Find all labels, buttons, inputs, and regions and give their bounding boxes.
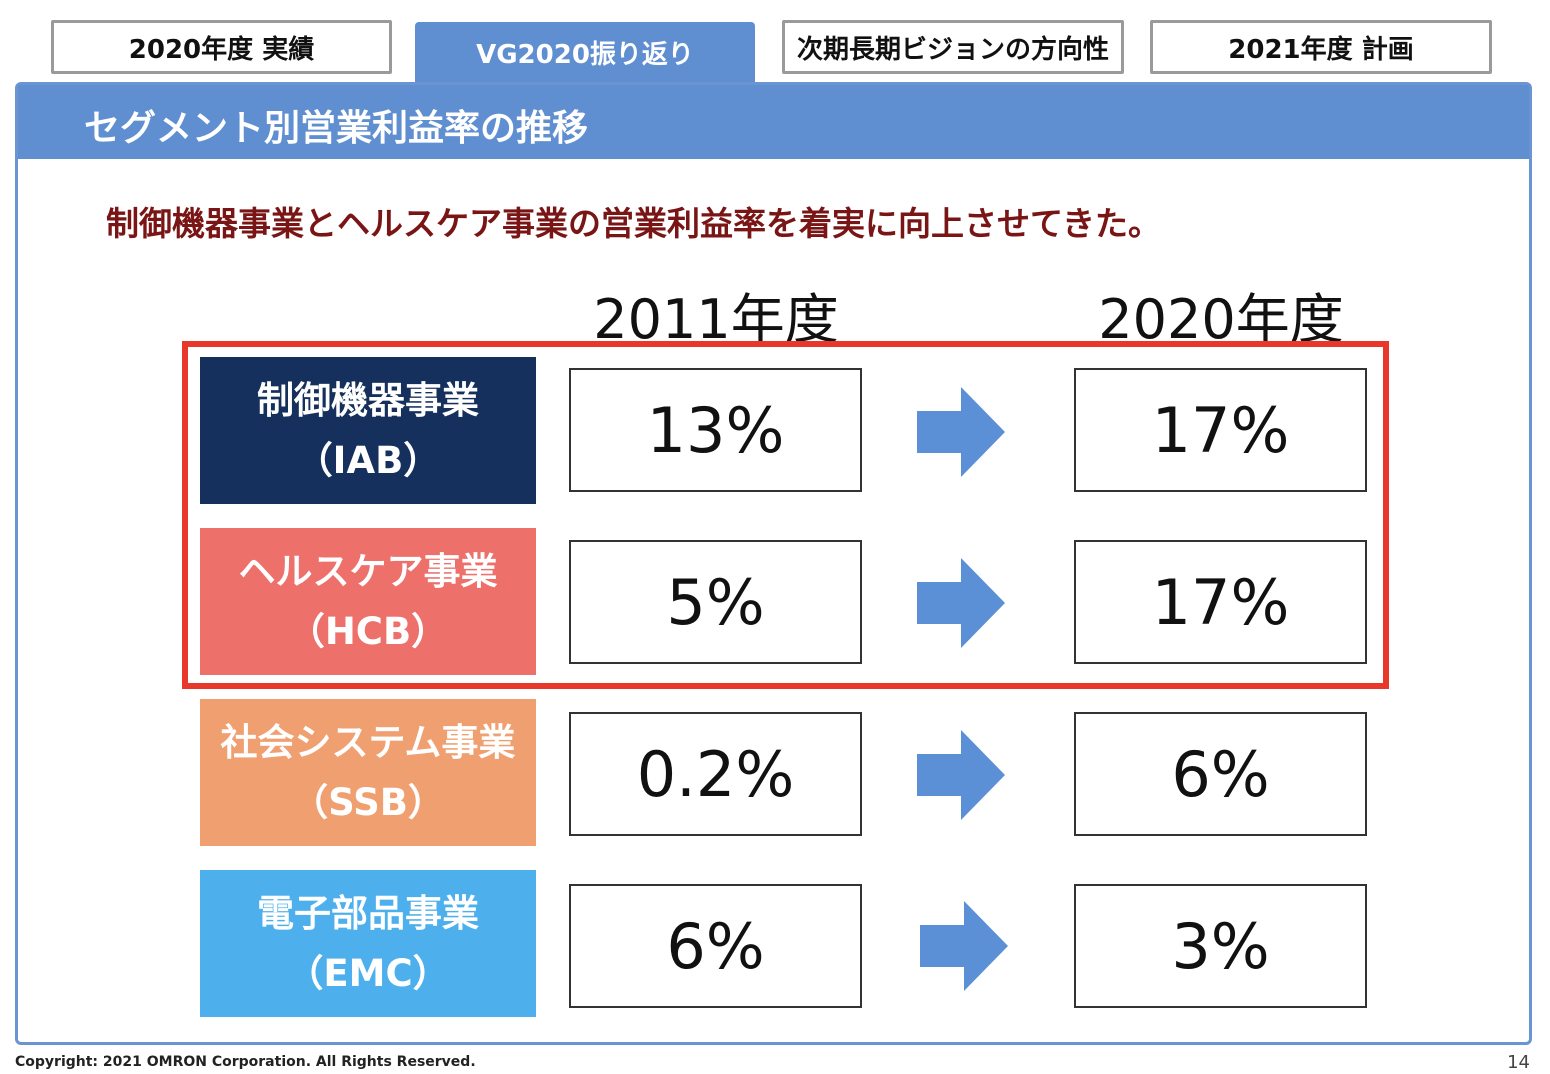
value-box-to: 17% <box>1074 368 1367 492</box>
page-number: 14 <box>1507 1052 1530 1073</box>
segment-code: （EMC） <box>286 951 450 995</box>
value-box-from: 5% <box>569 540 862 664</box>
segment-name: 制御機器事業 <box>257 378 479 422</box>
segment-label-emc: 電子部品事業 （EMC） <box>200 870 536 1017</box>
tab-2020-results[interactable]: 2020年度 実績 <box>51 20 392 74</box>
value-box-from: 6% <box>569 884 862 1008</box>
segment-code: （HCB） <box>287 609 449 653</box>
year-header-to: 2020年度 <box>1098 288 1344 351</box>
headline-message: 制御機器事業とヘルスケア事業の営業利益率を着実に向上させてきた。 <box>106 204 1162 243</box>
segment-name: 電子部品事業 <box>257 891 479 935</box>
segment-code: （IAB） <box>295 438 441 482</box>
value-box-to: 3% <box>1074 884 1367 1008</box>
value-box-from: 13% <box>569 368 862 492</box>
segment-label-ssb: 社会システム事業 （SSB） <box>200 699 536 846</box>
panel-title: セグメント別営業利益率の推移 <box>84 108 589 149</box>
segment-name: ヘルスケア事業 <box>238 549 498 593</box>
segment-label-iab: 制御機器事業 （IAB） <box>200 357 536 504</box>
copyright-text: Copyright: 2021 OMRON Corporation. All R… <box>15 1054 476 1070</box>
segment-name: 社会システム事業 <box>220 720 516 764</box>
arrow-right-icon <box>917 730 1005 820</box>
tab-2021-plan[interactable]: 2021年度 計画 <box>1150 20 1492 74</box>
year-header-from: 2011年度 <box>593 288 839 351</box>
highlight-frame <box>182 341 1389 689</box>
tab-vg2020-review[interactable]: VG2020振り返り <box>415 22 755 82</box>
value-box-to: 6% <box>1074 712 1367 836</box>
value-box-to: 17% <box>1074 540 1367 664</box>
arrow-right-icon <box>920 901 1008 991</box>
tab-next-vision[interactable]: 次期長期ビジョンの方向性 <box>782 20 1124 74</box>
arrow-right-icon <box>917 387 1005 477</box>
value-box-from: 0.2% <box>569 712 862 836</box>
segment-label-hcb: ヘルスケア事業 （HCB） <box>200 528 536 675</box>
content-panel: セグメント別営業利益率の推移 制御機器事業とヘルスケア事業の営業利益率を着実に向… <box>15 82 1532 1045</box>
arrow-right-icon <box>917 558 1005 648</box>
panel-header: セグメント別営業利益率の推移 <box>18 85 1529 159</box>
segment-code: （SSB） <box>291 780 445 824</box>
